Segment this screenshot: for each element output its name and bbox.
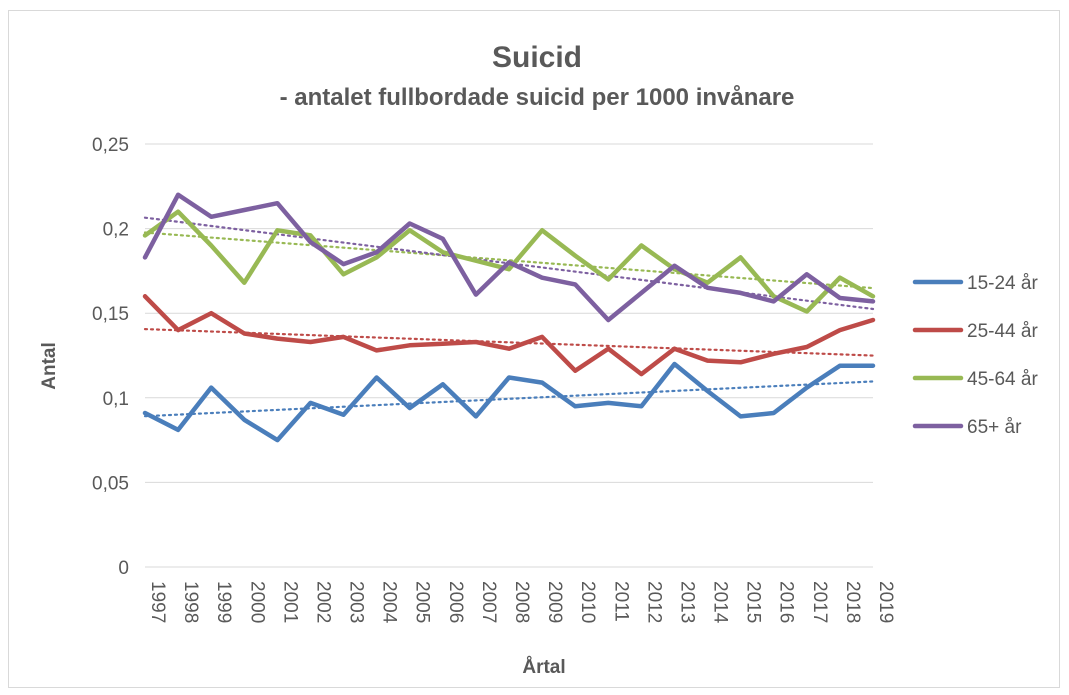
series-lines — [142, 192, 876, 443]
legend-label: 15-24 år — [967, 273, 1038, 294]
gridlines — [145, 143, 873, 568]
x-tick-label: 2003 — [346, 581, 367, 623]
legend: 15-24 år 25-44 år 45-64 år 65+ år — [912, 273, 1038, 438]
x-tick-label: 2017 — [809, 581, 830, 623]
x-tick-label: 2007 — [478, 581, 499, 623]
y-tick-label: 0,05 — [92, 473, 129, 494]
x-tick-label: 1998 — [180, 581, 201, 623]
x-tick-label: 2002 — [312, 581, 333, 623]
trendlines — [143, 216, 875, 418]
x-tick-label: 2010 — [577, 581, 598, 623]
legend-item: 45-64 år — [912, 369, 1038, 390]
series-line — [142, 294, 876, 377]
x-tick-label: 2014 — [710, 581, 731, 624]
chart-title: Suicid — [492, 41, 582, 74]
x-tick-label: 1999 — [213, 581, 234, 623]
series-line — [142, 361, 876, 443]
y-tick-label: 0,15 — [92, 304, 129, 325]
y-tick-label: 0,2 — [103, 220, 129, 241]
y-tick-label: 0,1 — [103, 389, 129, 410]
y-tick-label: 0 — [118, 558, 129, 579]
legend-label: 45-64 år — [967, 369, 1038, 390]
x-axis-label: Årtal — [522, 657, 565, 678]
x-tick-label: 2011 — [610, 581, 631, 622]
y-axis-label: Antal — [39, 342, 60, 390]
line-chart: Suicid - antalet fullbordade suicid per … — [39, 41, 1038, 678]
x-tick-label: 2006 — [445, 581, 466, 623]
x-tick-label: 2015 — [743, 581, 764, 623]
legend-item: 65+ år — [912, 417, 1022, 438]
trendline — [143, 380, 875, 418]
x-tick-label: 2019 — [875, 581, 896, 623]
x-tick-label: 2005 — [412, 581, 433, 623]
x-tick-label: 2008 — [511, 581, 532, 623]
series-line — [142, 192, 876, 323]
legend-label: 65+ år — [967, 417, 1022, 438]
chart-subtitle: - antalet fullbordade suicid per 1000 in… — [280, 84, 795, 111]
trendline — [143, 327, 875, 357]
legend-item: 25-44 år — [912, 321, 1038, 342]
x-tick-label: 2018 — [842, 581, 863, 623]
y-tick-label: 0,25 — [92, 135, 129, 156]
x-tick-label: 2001 — [279, 581, 300, 623]
x-tick-label: 2004 — [379, 581, 400, 624]
x-tick-label: 2013 — [676, 581, 697, 623]
series-line — [142, 209, 876, 314]
x-tick-label: 2009 — [544, 581, 565, 623]
x-tick-label: 2000 — [246, 581, 267, 623]
x-tick-label: 2012 — [643, 581, 664, 623]
legend-label: 25-44 år — [967, 321, 1038, 342]
x-axis-ticks: 1997 1998 1999 2000 2001 2002 2003 2004 2005 2006… — [147, 581, 896, 624]
legend-item: 15-24 år — [912, 273, 1038, 294]
chart-frame: Suicid - antalet fullbordade suicid per … — [8, 10, 1060, 688]
y-axis-ticks: 0 0,05 0,1 0,15 0,2 0,25 — [92, 135, 129, 579]
x-tick-label: 1997 — [147, 581, 168, 623]
x-tick-label: 2016 — [776, 581, 797, 623]
